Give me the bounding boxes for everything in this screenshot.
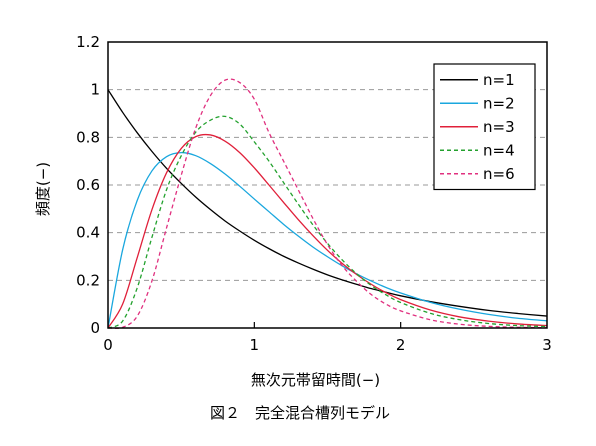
series-line-n2 bbox=[107, 151, 548, 329]
series-line-n4 bbox=[107, 115, 548, 329]
series-line-n6 bbox=[107, 78, 548, 330]
y-tick-label: 1 bbox=[90, 81, 100, 99]
y-axis-title: 頻度(−) bbox=[34, 162, 52, 216]
legend-label: n=3 bbox=[483, 118, 515, 136]
plot-frame bbox=[107, 41, 548, 329]
figure-caption: 図２ 完全混合槽列モデル bbox=[210, 404, 390, 422]
y-tick-label: 0.4 bbox=[76, 224, 100, 242]
y-tick-label: 0.2 bbox=[76, 271, 100, 289]
legend-label: n=2 bbox=[483, 94, 515, 112]
y-tick-label: 0.6 bbox=[76, 176, 100, 194]
x-tick-label: 2 bbox=[396, 336, 406, 354]
x-tick-label: 1 bbox=[250, 336, 260, 354]
y-tick-label: 1.2 bbox=[76, 33, 100, 51]
x-tick-label: 0 bbox=[103, 336, 113, 354]
y-tick-label: 0 bbox=[90, 319, 100, 337]
legend: n=1 n=2 n=3 n=4 n=6 bbox=[433, 63, 536, 191]
series-line-n3 bbox=[107, 133, 548, 329]
grid-layer bbox=[108, 89, 547, 281]
x-tick-label: 3 bbox=[542, 336, 552, 354]
x-axis-title: 無次元帯留時間(−) bbox=[251, 371, 380, 389]
legend-label: n=6 bbox=[483, 165, 515, 183]
ticks-layer: 0 0.2 0.4 0.6 0.8 1 1.2 0 1 2 3 bbox=[76, 33, 552, 354]
legend-label: n=1 bbox=[483, 71, 515, 89]
y-tick-label: 0.8 bbox=[76, 128, 100, 146]
series-layer bbox=[107, 78, 548, 330]
legend-label: n=4 bbox=[483, 141, 515, 159]
